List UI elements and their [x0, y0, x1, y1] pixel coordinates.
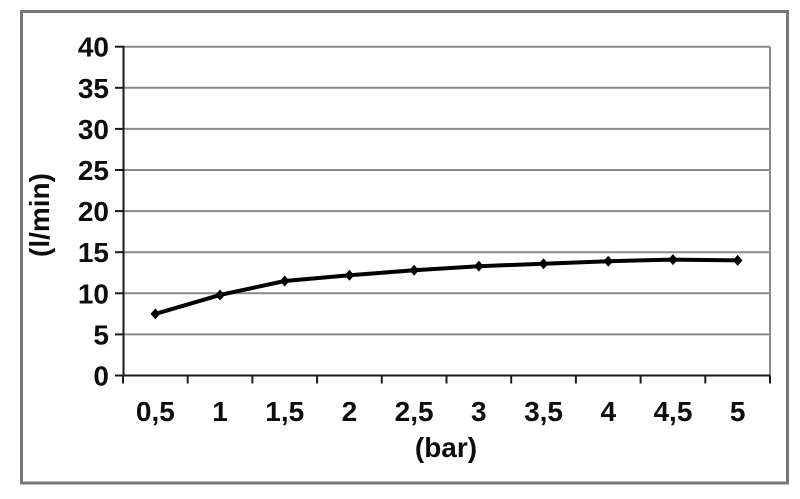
y-tick-label-5: 5 — [93, 319, 109, 350]
x-tick-label-9: 5 — [730, 396, 746, 427]
data-point-marker-3 — [474, 260, 484, 272]
data-point-marker-1,5 — [279, 275, 290, 287]
data-point-marker-4 — [603, 255, 614, 267]
data-point-marker-5 — [732, 254, 743, 266]
data-point-marker-2 — [344, 269, 355, 281]
x-tick-label-7: 4 — [600, 396, 616, 427]
x-tick-label-0: 0,5 — [136, 396, 175, 427]
data-point-marker-3,5 — [538, 258, 549, 270]
data-point-marker-4,5 — [668, 254, 678, 266]
data-point-marker-0,5 — [150, 308, 161, 320]
data-point-marker-1 — [215, 289, 225, 301]
y-axis-title: (l/min) — [24, 173, 55, 257]
x-tick-label-4: 2,5 — [395, 396, 434, 427]
y-tick-label-10: 10 — [78, 278, 109, 309]
x-tick-label-2: 1,5 — [265, 396, 304, 427]
data-point-marker-2,5 — [409, 264, 419, 276]
chart-border-frame — [20, 10, 789, 485]
x-axis-title: (bar) — [415, 432, 477, 463]
y-tick-label-25: 25 — [78, 155, 109, 186]
y-tick-label-15: 15 — [78, 237, 109, 268]
y-tick-label-20: 20 — [78, 196, 109, 227]
y-tick-label-40: 40 — [78, 32, 109, 63]
x-tick-label-3: 2 — [342, 396, 358, 427]
y-tick-label-30: 30 — [78, 114, 109, 145]
x-tick-label-6: 3,5 — [524, 396, 563, 427]
y-tick-label-35: 35 — [78, 73, 109, 104]
x-tick-label-5: 3 — [471, 396, 487, 427]
flow-curve-line — [153, 257, 740, 316]
x-tick-label-1: 1 — [212, 396, 228, 427]
y-tick-label-0: 0 — [93, 361, 109, 392]
x-tick-label-8: 4,5 — [653, 396, 692, 427]
